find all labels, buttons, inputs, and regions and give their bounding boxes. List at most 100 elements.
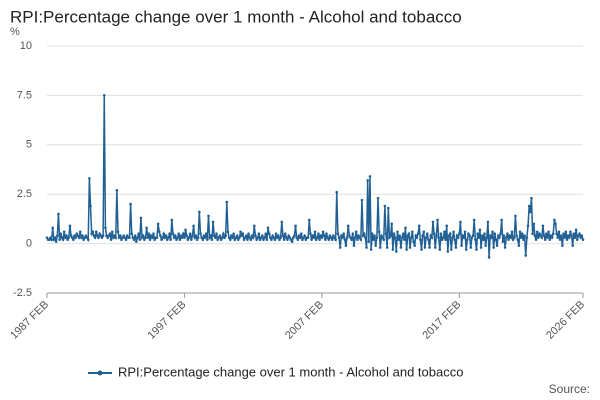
data-point bbox=[429, 234, 432, 237]
data-point bbox=[357, 234, 360, 237]
data-point bbox=[118, 234, 122, 237]
data-point bbox=[136, 236, 139, 239]
data-point bbox=[153, 238, 156, 241]
data-point bbox=[78, 230, 82, 234]
data-point bbox=[529, 210, 532, 214]
data-point bbox=[307, 218, 311, 222]
data-point bbox=[350, 238, 353, 241]
data-point bbox=[114, 236, 118, 239]
data-point bbox=[533, 234, 537, 237]
data-point bbox=[290, 240, 294, 243]
data-point bbox=[495, 244, 499, 247]
data-point bbox=[570, 234, 573, 237]
data-point bbox=[281, 234, 285, 237]
data-point bbox=[572, 232, 576, 236]
data-point bbox=[422, 230, 426, 234]
data-point bbox=[381, 236, 384, 239]
data-point bbox=[449, 248, 453, 251]
data-point bbox=[498, 236, 501, 239]
data-point bbox=[252, 224, 256, 228]
data-point bbox=[262, 238, 265, 241]
data-point bbox=[171, 232, 175, 236]
data-point bbox=[334, 238, 337, 241]
data-point bbox=[389, 234, 392, 237]
data-point bbox=[341, 236, 344, 239]
data-point bbox=[383, 204, 387, 208]
data-point bbox=[56, 234, 59, 237]
data-point bbox=[487, 256, 491, 259]
data-point bbox=[104, 226, 107, 230]
data-point bbox=[172, 236, 176, 239]
data-point bbox=[278, 238, 281, 241]
data-point bbox=[391, 248, 395, 251]
data-point bbox=[117, 236, 121, 239]
x-tick-label: 1997 FEB bbox=[146, 299, 189, 342]
data-point bbox=[75, 232, 79, 236]
data-point bbox=[62, 230, 66, 234]
data-point bbox=[140, 236, 144, 239]
data-point bbox=[562, 232, 565, 236]
data-point bbox=[241, 232, 245, 236]
data-point bbox=[225, 200, 229, 204]
data-point bbox=[91, 230, 95, 234]
data-point bbox=[144, 236, 147, 239]
data-point bbox=[219, 238, 223, 241]
data-point bbox=[148, 238, 152, 241]
data-point bbox=[356, 238, 359, 241]
data-point bbox=[510, 230, 514, 234]
x-tick-label: 2017 FEB bbox=[420, 299, 463, 342]
data-point bbox=[509, 236, 513, 239]
data-point bbox=[83, 236, 87, 239]
data-point bbox=[348, 234, 351, 237]
data-point bbox=[360, 198, 364, 202]
data-point bbox=[220, 236, 224, 239]
data-point bbox=[483, 232, 486, 236]
x-tick-label: 2007 FEB bbox=[283, 299, 326, 342]
data-point bbox=[458, 232, 461, 236]
data-point bbox=[209, 234, 213, 237]
data-point bbox=[559, 234, 563, 237]
data-point bbox=[401, 232, 405, 236]
data-point bbox=[423, 246, 427, 249]
data-point bbox=[101, 234, 105, 237]
data-point bbox=[113, 234, 116, 237]
data-point bbox=[251, 236, 255, 239]
data-point bbox=[421, 234, 424, 237]
data-point bbox=[192, 224, 195, 228]
data-point bbox=[216, 238, 219, 241]
data-point bbox=[65, 234, 68, 237]
data-point bbox=[490, 236, 493, 239]
data-point bbox=[330, 238, 334, 241]
data-point bbox=[77, 236, 81, 239]
data-point bbox=[412, 240, 415, 243]
data-point bbox=[475, 248, 478, 251]
data-point bbox=[317, 232, 320, 236]
data-point bbox=[86, 238, 90, 241]
data-point bbox=[502, 234, 506, 237]
data-point bbox=[177, 232, 181, 236]
data-point bbox=[304, 238, 308, 241]
data-point bbox=[478, 228, 482, 232]
x-tick-label: 1987 FEB bbox=[8, 299, 51, 342]
data-point bbox=[168, 232, 171, 236]
data-point bbox=[538, 232, 541, 236]
data-point bbox=[579, 236, 583, 239]
data-point bbox=[89, 204, 92, 208]
data-point bbox=[366, 179, 369, 182]
data-point bbox=[70, 236, 74, 239]
data-point bbox=[320, 236, 324, 239]
data-point bbox=[107, 234, 111, 237]
data-point bbox=[109, 238, 113, 241]
data-point bbox=[375, 236, 379, 239]
data-point bbox=[181, 232, 185, 236]
data-point bbox=[488, 234, 492, 237]
data-point bbox=[131, 236, 135, 239]
data-point bbox=[231, 236, 234, 239]
data-point bbox=[385, 246, 389, 249]
data-point bbox=[404, 226, 407, 230]
data-point bbox=[193, 236, 197, 239]
data-point bbox=[574, 228, 578, 232]
data-point bbox=[94, 230, 98, 234]
data-point bbox=[295, 236, 298, 239]
